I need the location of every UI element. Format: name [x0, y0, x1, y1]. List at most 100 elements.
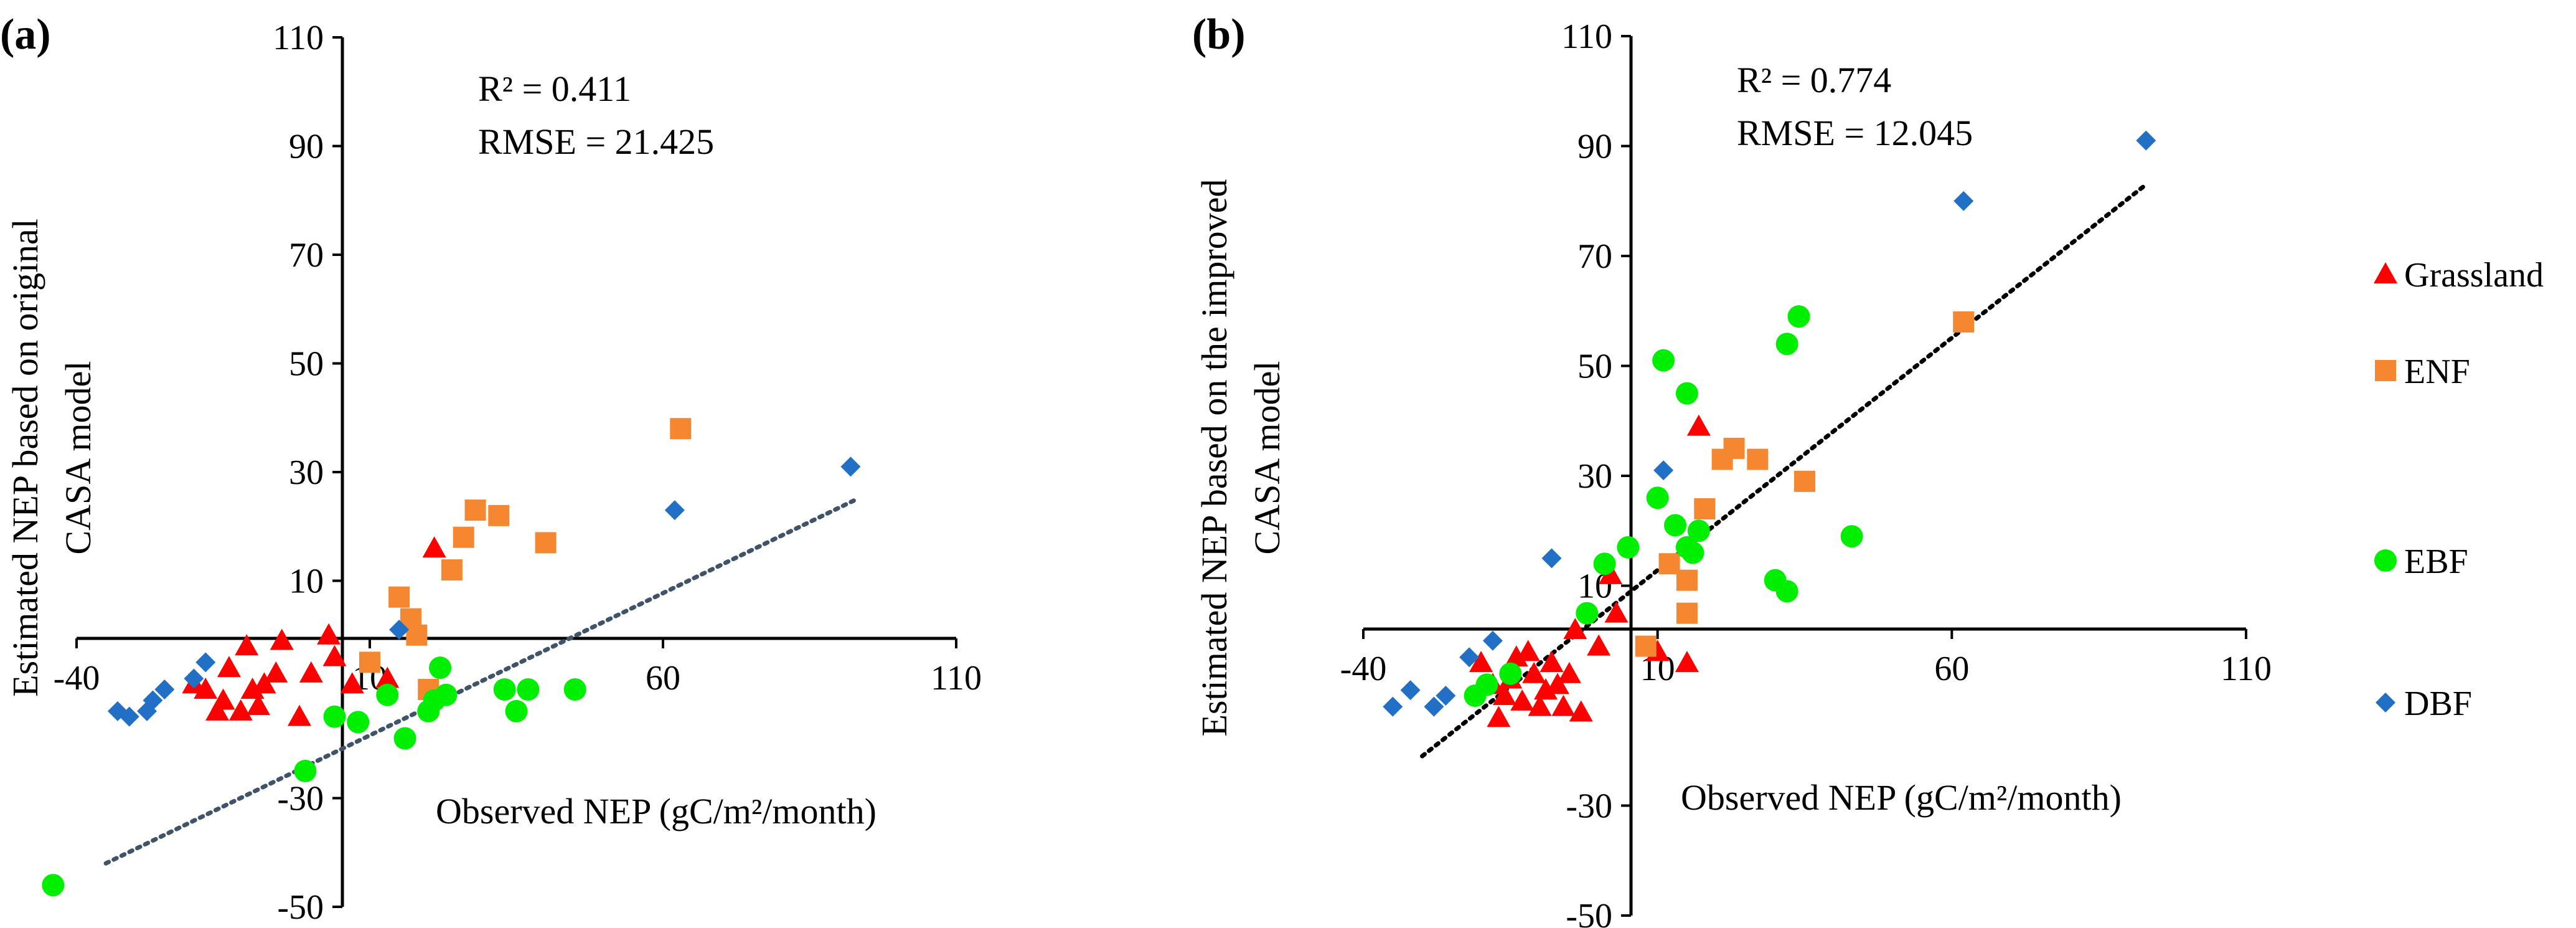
panel-b-point-dbf	[1541, 548, 1562, 569]
panel-a-point-ebf	[505, 699, 528, 722]
panel-a-point-ebf	[493, 678, 516, 701]
legend: Grassland ENF EBF DBF	[2374, 256, 2544, 723]
panel-b-rmse: RMSE = 12.045	[1737, 113, 1973, 153]
panel-a-point-ebf	[393, 727, 416, 750]
legend-ebf-marker	[2374, 549, 2397, 572]
panel-a-point-ebf	[347, 711, 370, 734]
panel-b-point-ebf	[1593, 552, 1616, 575]
panel-a-point-grassland	[264, 661, 288, 683]
legend-item-grassland: Grassland	[2374, 256, 2544, 295]
panel-a-trendline	[103, 497, 859, 866]
panel-a-y-label-line: Estimated NEP based on original	[5, 219, 45, 697]
panel-b-point-ebf	[1499, 662, 1522, 685]
panel-a-trend-line	[103, 497, 859, 866]
panel-b-point-enf	[1747, 448, 1769, 470]
panel-b-point-ebf	[1576, 602, 1599, 625]
panel-b-point-enf	[1794, 470, 1815, 492]
panel-a-r2: R² = 0.411	[478, 69, 631, 109]
panel-b-points	[1383, 130, 2156, 727]
legend-item-dbf: DBF	[2376, 684, 2472, 723]
panel-a-y-tick-label: 50	[289, 345, 324, 384]
panel-b-point-grassland	[1539, 651, 1564, 673]
panel-a-y-tick-label: 10	[289, 562, 324, 601]
panel-b-y-label-line: CASA model	[1247, 361, 1287, 555]
panel-b-trend-line	[1420, 182, 2148, 759]
panel-b-x-tick-label: -40	[1340, 650, 1387, 688]
panel-b-point-enf	[1723, 437, 1745, 459]
panel-a-label: (a)	[0, 11, 51, 59]
panel-a-point-dbf	[195, 652, 216, 673]
panel-b-x-tick-label: 110	[2221, 650, 2272, 688]
panel-b-label: (b)	[1192, 11, 1246, 59]
panel-b-point-grassland	[1510, 689, 1535, 711]
panel-b-y-axis-label: Estimated NEP based on the improved CASA …	[1194, 179, 1287, 736]
panel-b-point-grassland	[1587, 634, 1611, 656]
panel-b-point-dbf	[2136, 130, 2156, 151]
panel-b-point-ebf	[1775, 333, 1798, 356]
panel-a-point-grassland	[317, 623, 341, 645]
panel-b-y-tick-label: -30	[1566, 787, 1612, 826]
panel-a-point-enf	[670, 418, 692, 440]
panel-a-point-grassland	[211, 688, 235, 710]
panel-b-point-dbf	[1953, 191, 1974, 211]
legend-dbf-marker	[2376, 693, 2395, 713]
panel-a-y-tick-label: -30	[277, 780, 324, 818]
panel-a-x-axis-label: Observed NEP (gC/m²/month)	[436, 791, 877, 831]
panel-b-y-tick-label: 90	[1577, 128, 1612, 166]
legend-grassland-marker	[2374, 262, 2397, 283]
panel-b-point-ebf	[1664, 514, 1687, 537]
panel-a-y-tick-label: 110	[273, 19, 324, 57]
panel-a-point-enf	[453, 526, 474, 548]
panel-b-point-ebf	[1675, 382, 1698, 405]
panel-b-r2: R² = 0.774	[1737, 60, 1891, 100]
panel-a-point-enf	[406, 624, 428, 646]
legend-item-ebf: EBF	[2374, 542, 2468, 581]
panel-b-chart: Estimated NEP based on the improved CASA …	[1192, 11, 2272, 928]
panel-a-point-ebf	[517, 678, 540, 701]
panel-b-point-ebf	[1681, 541, 1704, 564]
panel-a-rmse: RMSE = 21.425	[478, 121, 714, 162]
panel-a-y-tick-label: 70	[289, 236, 324, 275]
panel-b-point-grassland	[1686, 414, 1711, 436]
panel-a-point-enf	[488, 504, 510, 526]
panel-b-point-ebf	[1775, 580, 1798, 603]
panel-b-point-enf	[1635, 635, 1657, 657]
panel-a-point-grassland	[287, 704, 311, 726]
panel-a-point-ebf	[429, 656, 452, 679]
panel-b-point-grassland	[1569, 700, 1593, 722]
panel-a-point-grassland	[228, 699, 253, 721]
panel-a-point-enf	[535, 532, 557, 554]
panel-b-point-ebf	[1475, 673, 1498, 696]
panel-a-point-dbf	[840, 457, 861, 477]
panel-b-point-dbf	[1383, 696, 1403, 717]
panel-b-point-enf	[1694, 498, 1716, 519]
panel-a-point-ebf	[376, 683, 399, 706]
panel-b-point-grassland	[1516, 640, 1540, 661]
panel-b-y-label-line: Estimated NEP based on the improved	[1194, 179, 1234, 736]
panel-a-point-ebf	[435, 683, 458, 706]
panel-b-point-ebf	[1652, 349, 1675, 372]
panel-b-y-tick-label: 70	[1577, 237, 1612, 276]
panel-a-point-grassland	[299, 661, 323, 683]
panel-a-y-tick-label: 90	[289, 128, 324, 166]
panel-a-y-axis-label: Estimated NEP based on original CASA mode…	[5, 219, 98, 697]
panel-a-point-enf	[388, 586, 410, 608]
panel-a-point-ebf	[563, 678, 586, 701]
panel-b-point-ebf	[1787, 305, 1810, 328]
panel-a-point-dbf	[664, 500, 685, 521]
legend-dbf-label: DBF	[2404, 684, 2472, 723]
panel-b-point-dbf	[1482, 630, 1503, 651]
panel-a-axes	[75, 36, 957, 908]
panel-a-x-tick-label: -40	[54, 659, 100, 698]
panel-a-point-enf	[464, 500, 486, 521]
panel-b-point-ebf	[1687, 519, 1710, 542]
panel-a-y-tick-label: -50	[277, 888, 324, 927]
panel-a-y-label-line: CASA model	[58, 361, 98, 555]
panel-b-point-enf	[1676, 569, 1698, 591]
panel-b-point-ebf	[1840, 525, 1863, 548]
panel-a-point-ebf	[323, 705, 346, 728]
panel-b-y-tick-label: -50	[1566, 897, 1612, 928]
panel-b-point-ebf	[1646, 486, 1669, 509]
